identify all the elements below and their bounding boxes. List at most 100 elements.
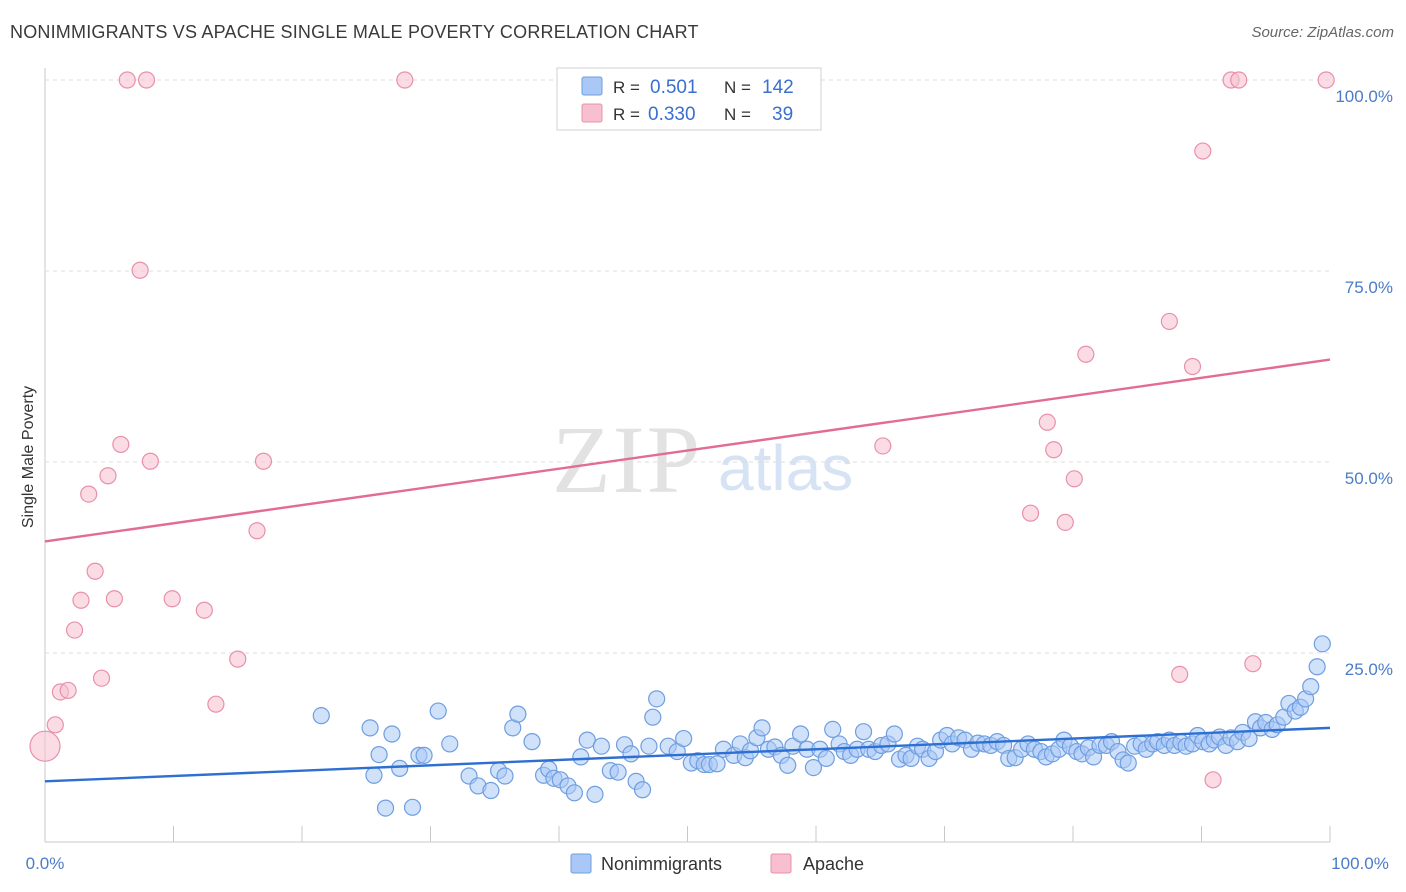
apache-point-33 xyxy=(1194,142,1212,160)
apache-point-32 xyxy=(1183,357,1202,376)
apache-point-22 xyxy=(396,71,414,89)
gridlines xyxy=(45,79,1330,654)
legend-n-value-1: 142 xyxy=(762,77,794,98)
apache-trend-line xyxy=(44,358,1331,543)
y-axis-label: Single Male Poverty xyxy=(20,386,37,528)
nonimmigrants-point-7 xyxy=(403,798,422,816)
nonimmigrants-point-29 xyxy=(592,737,611,755)
apache-point-8 xyxy=(92,669,111,687)
nonimmigrants-point-53 xyxy=(753,719,771,737)
nonimmigrants-point-146 xyxy=(1308,658,1326,676)
nonimmigrants-point-46 xyxy=(708,755,726,773)
nonimmigrants-point-3 xyxy=(370,746,388,764)
legend-n-value-2: 39 xyxy=(772,104,793,125)
source-label: Source: ZipAtlas.com xyxy=(1251,24,1394,41)
bottom-legend-label-nonimmigrants: Nonimmigrants xyxy=(601,854,722,874)
y-tick-labels: 25.0% 50.0% 75.0% 100.0% xyxy=(1335,87,1393,679)
trend-lines xyxy=(44,358,1331,783)
apache-point-23 xyxy=(874,437,892,455)
apache-point-13 xyxy=(131,261,149,279)
apache-point-4 xyxy=(65,621,84,639)
y-tick-label-25: 25.0% xyxy=(1345,660,1393,679)
apache-point-7 xyxy=(86,562,104,580)
nonimmigrants-point-2 xyxy=(365,766,383,784)
apache-point-9 xyxy=(99,467,117,485)
apache-point-0 xyxy=(29,730,61,762)
bottom-legend-swatch-pink xyxy=(770,853,792,874)
series-apache xyxy=(29,71,1335,789)
apache-point-19 xyxy=(229,650,247,668)
nonimmigrants-point-38 xyxy=(648,690,666,708)
apache-point-1 xyxy=(46,716,64,734)
apache-point-17 xyxy=(195,601,213,619)
nonimmigrants-point-74 xyxy=(885,725,903,743)
nonimmigrants-point-5 xyxy=(383,725,401,743)
nonimmigrants-point-145 xyxy=(1302,678,1320,696)
series-nonimmigrants xyxy=(312,635,1331,817)
apache-point-12 xyxy=(118,71,136,89)
nonimmigrants-point-18 xyxy=(509,705,527,723)
apache-point-20 xyxy=(248,522,266,540)
nonimmigrants-trend-line xyxy=(44,726,1331,783)
nonimmigrants-point-19 xyxy=(523,733,541,751)
x-tick-label-0: 0.0% xyxy=(26,854,65,873)
apache-point-15 xyxy=(141,452,159,470)
nonimmigrants-point-14 xyxy=(482,781,500,800)
nonimmigrants-point-57 xyxy=(779,756,797,774)
apache-point-25 xyxy=(1038,413,1056,431)
stats-legend: R = 0.501 N = 142 R = 0.330 N = 39 xyxy=(556,67,822,131)
nonimmigrants-point-147 xyxy=(1313,635,1331,653)
nonimmigrants-point-11 xyxy=(441,735,459,753)
nonimmigrants-point-113 xyxy=(1119,754,1137,772)
x-ticks xyxy=(44,826,1331,842)
apache-point-10 xyxy=(105,590,123,608)
legend-r-value-1: 0.501 xyxy=(650,77,698,98)
apache-point-36 xyxy=(1230,71,1248,89)
apache-point-24 xyxy=(1021,504,1040,522)
legend-swatch-blue xyxy=(581,76,603,96)
y-tick-label-100: 100.0% xyxy=(1335,87,1393,106)
apache-point-37 xyxy=(1244,655,1262,673)
y-tick-label-50: 50.0% xyxy=(1345,469,1393,488)
legend-r-value-2: 0.330 xyxy=(648,104,696,125)
y-tick-label-75: 75.0% xyxy=(1345,278,1393,297)
nonimmigrants-point-64 xyxy=(824,720,842,739)
apache-point-6 xyxy=(80,485,98,503)
nonimmigrants-point-10 xyxy=(429,702,447,720)
chart-title: NONIMMIGRANTS VS APACHE SINGLE MALE POVE… xyxy=(10,22,699,42)
apache-point-18 xyxy=(207,695,225,713)
legend-n-label-1: N = xyxy=(724,78,751,97)
apache-point-16 xyxy=(163,590,181,608)
legend-swatch-pink xyxy=(581,103,603,123)
nonimmigrants-point-25 xyxy=(565,784,584,802)
nonimmigrants-point-63 xyxy=(817,749,835,768)
bottom-legend: Nonimmigrants Apache xyxy=(570,853,864,874)
nonimmigrants-point-27 xyxy=(578,731,596,749)
apache-point-21 xyxy=(254,452,273,470)
apache-point-3 xyxy=(59,681,77,700)
nonimmigrants-point-41 xyxy=(675,729,693,748)
bottom-legend-label-apache: Apache xyxy=(803,854,864,874)
legend-r-label-2: R = xyxy=(613,105,640,124)
nonimmigrants-point-0 xyxy=(312,707,330,725)
apache-point-27 xyxy=(1056,513,1074,531)
nonimmigrants-point-28 xyxy=(586,785,604,803)
nonimmigrants-point-35 xyxy=(633,781,652,799)
nonimmigrants-point-9 xyxy=(415,746,433,764)
bottom-legend-swatch-blue xyxy=(570,853,592,874)
apache-point-5 xyxy=(72,591,90,609)
nonimmigrants-point-26 xyxy=(572,748,590,766)
apache-point-28 xyxy=(1065,470,1083,488)
apache-point-34 xyxy=(1204,771,1222,789)
nonimmigrants-point-6 xyxy=(391,759,409,777)
apache-point-38 xyxy=(1317,71,1335,89)
nonimmigrants-point-33 xyxy=(622,745,640,763)
nonimmigrants-point-36 xyxy=(640,737,658,755)
nonimmigrants-point-59 xyxy=(791,725,810,743)
nonimmigrants-point-4 xyxy=(376,799,395,817)
nonimmigrants-point-37 xyxy=(644,708,662,726)
nonimmigrants-point-31 xyxy=(609,763,627,781)
x-tick-label-100: 100.0% xyxy=(1331,854,1389,873)
apache-point-14 xyxy=(137,71,156,89)
